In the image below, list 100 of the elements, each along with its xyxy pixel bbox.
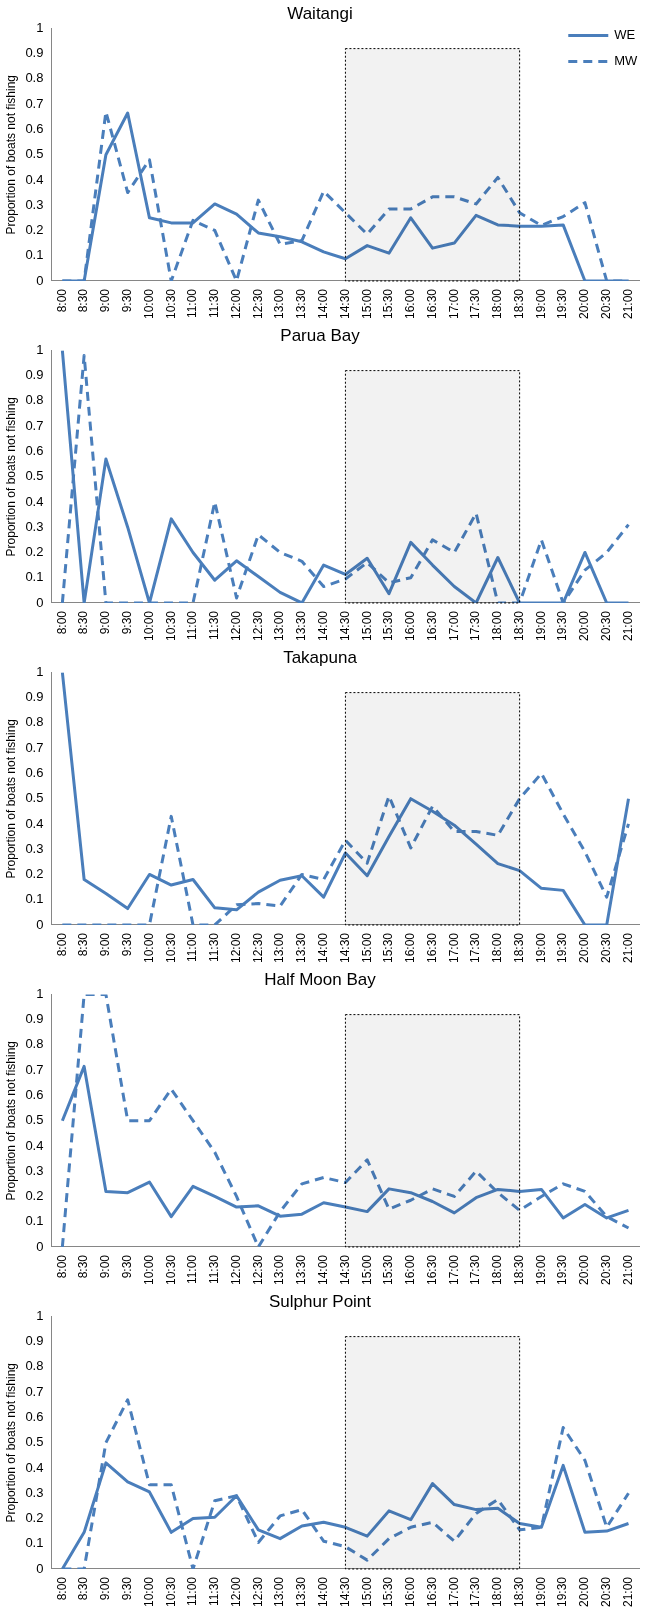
x-tick-label: 17:30 — [468, 1576, 483, 1607]
x-tick-label: 14:00 — [315, 1254, 330, 1285]
x-tick-label: 19:00 — [533, 1576, 548, 1607]
x-tick-label: 16:30 — [424, 288, 439, 319]
y-tick-label: 0.9 — [25, 1011, 44, 1027]
x-tick-label: 20:00 — [577, 932, 592, 963]
x-tick-label: 20:00 — [577, 610, 592, 641]
x-tick-label: 12:00 — [228, 288, 243, 319]
chart-title: Sulphur Point — [268, 1291, 372, 1311]
x-tick-label: 19:00 — [533, 610, 548, 641]
x-tick-label: 13:30 — [294, 932, 309, 963]
x-tick-label: 12:30 — [250, 932, 265, 963]
y-tick-label: 1 — [36, 341, 44, 357]
x-tick-label: 15:30 — [381, 610, 396, 641]
x-tick-label: 12:00 — [228, 1576, 243, 1607]
x-tick-label: 9:30 — [119, 288, 134, 313]
y-axis-title: Proportion of boats not fishing — [3, 1362, 18, 1523]
y-tick-label: 0.6 — [25, 121, 44, 137]
y-tick-label: 0.4 — [25, 493, 44, 509]
y-axis-title: Proportion of boats not fishing — [3, 396, 18, 557]
x-tick-label: 17:30 — [468, 1254, 483, 1285]
y-axis-title: Proportion of boats not fishing — [3, 1040, 18, 1201]
y-tick-label: 0.2 — [25, 866, 44, 882]
x-tick-label: 13:00 — [272, 288, 287, 319]
legend-label: MW — [614, 52, 639, 68]
x-tick-label: 14:30 — [337, 610, 352, 641]
y-tick-label: 0.1 — [25, 1535, 44, 1551]
x-tick-label: 11:00 — [185, 610, 200, 641]
y-tick-label: 0.7 — [25, 1383, 44, 1399]
y-tick-label: 0.3 — [25, 1484, 44, 1500]
x-tick-label: 15:00 — [359, 932, 374, 963]
x-tick-label: 20:30 — [599, 1254, 614, 1285]
x-tick-label: 14:00 — [315, 288, 330, 319]
y-tick-label: 0 — [36, 594, 44, 610]
x-tick-label: 11:00 — [185, 288, 200, 319]
y-tick-label: 0.6 — [25, 1087, 44, 1103]
x-tick-label: 10:30 — [163, 1254, 178, 1285]
y-tick-label: 0.8 — [25, 714, 44, 730]
x-tick-label: 17:00 — [446, 1254, 461, 1285]
x-tick-label: 11:30 — [207, 288, 222, 319]
x-tick-label: 18:00 — [490, 1576, 505, 1607]
x-tick-label: 20:00 — [577, 1254, 592, 1285]
y-tick-label: 0.1 — [25, 569, 44, 585]
y-tick-label: 0.7 — [25, 1061, 44, 1077]
x-tick-label: 21:00 — [620, 1576, 635, 1607]
x-tick-label: 8:00 — [54, 1576, 69, 1601]
x-tick-label: 19:00 — [533, 288, 548, 319]
x-tick-label: 14:00 — [315, 610, 330, 641]
y-tick-label: 0.5 — [25, 790, 44, 806]
x-tick-label: 18:30 — [511, 1576, 526, 1607]
x-tick-label: 17:30 — [468, 932, 483, 963]
x-tick-label: 21:00 — [620, 610, 635, 641]
x-tick-label: 18:30 — [511, 288, 526, 319]
x-tick-label: 8:00 — [54, 610, 69, 635]
x-tick-label: 18:30 — [511, 1254, 526, 1285]
x-tick-label: 8:30 — [76, 1576, 91, 1601]
x-tick-label: 11:00 — [185, 932, 200, 963]
y-tick-label: 0.6 — [25, 443, 44, 459]
x-tick-label: 15:30 — [381, 1576, 396, 1607]
y-tick-label: 0.4 — [25, 815, 44, 831]
y-tick-label: 1 — [36, 663, 44, 679]
x-tick-label: 19:30 — [555, 932, 570, 963]
x-tick-label: 9:30 — [119, 1576, 134, 1601]
x-tick-label: 15:00 — [359, 1254, 374, 1285]
y-axis-title: Proportion of boats not fishing — [3, 718, 18, 879]
x-tick-label: 8:30 — [76, 610, 91, 635]
y-tick-label: 0.4 — [25, 1137, 44, 1153]
x-tick-label: 8:00 — [54, 932, 69, 957]
x-tick-label: 12:30 — [250, 1254, 265, 1285]
x-tick-label: 15:30 — [381, 1254, 396, 1285]
x-tick-label: 18:00 — [490, 932, 505, 963]
y-tick-label: 0.2 — [25, 1188, 44, 1204]
x-tick-label: 13:00 — [272, 1254, 287, 1285]
x-tick-label: 12:00 — [228, 1254, 243, 1285]
x-tick-label: 10:00 — [141, 932, 156, 963]
x-tick-label: 11:00 — [185, 1254, 200, 1285]
x-tick-label: 15:00 — [359, 610, 374, 641]
x-tick-label: 15:00 — [359, 288, 374, 319]
x-tick-label: 9:00 — [98, 932, 113, 957]
x-tick-label: 13:00 — [272, 932, 287, 963]
y-tick-label: 0.9 — [25, 689, 44, 705]
x-tick-label: 8:30 — [76, 932, 91, 957]
y-tick-label: 0.5 — [25, 468, 44, 484]
x-tick-label: 17:00 — [446, 610, 461, 641]
x-tick-label: 9:30 — [119, 1254, 134, 1279]
x-tick-label: 20:00 — [577, 288, 592, 319]
y-tick-label: 0.5 — [25, 146, 44, 162]
x-tick-label: 12:30 — [250, 288, 265, 319]
y-tick-label: 1 — [36, 1307, 44, 1323]
y-tick-label: 0.7 — [25, 417, 44, 433]
x-tick-label: 20:30 — [599, 1576, 614, 1607]
x-tick-label: 14:30 — [337, 288, 352, 319]
x-tick-label: 17:00 — [446, 1576, 461, 1607]
x-tick-label: 17:00 — [446, 932, 461, 963]
y-tick-label: 1 — [36, 985, 44, 1001]
x-tick-label: 15:30 — [381, 288, 396, 319]
x-tick-label: 15:30 — [381, 932, 396, 963]
x-tick-label: 13:30 — [294, 1254, 309, 1285]
x-tick-label: 13:00 — [272, 610, 287, 641]
y-tick-label: 0.7 — [25, 95, 44, 111]
